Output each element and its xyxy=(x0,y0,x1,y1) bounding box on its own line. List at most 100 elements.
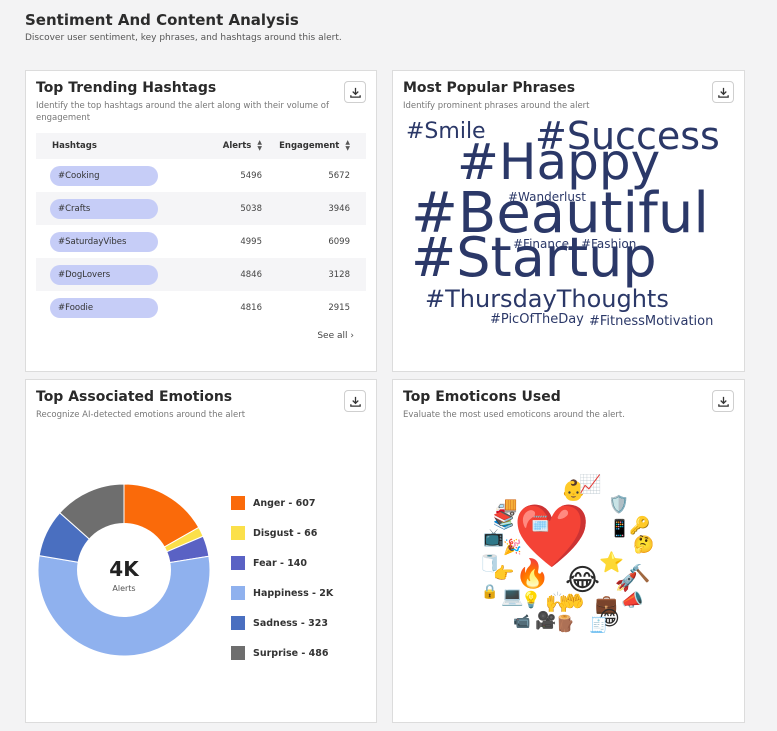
emoticon-icon: 💡 xyxy=(521,590,541,609)
hashtag-pill[interactable]: #Foodie xyxy=(50,297,158,318)
legend-label: Disgust - 66 xyxy=(253,527,318,539)
phrases-card: Most Popular Phrases Identify prominent … xyxy=(392,70,745,372)
emoticons-card-title: Top Emoticons Used xyxy=(403,389,561,405)
alerts-value: 5496 xyxy=(240,170,262,181)
legend-item: Surprise - 486 xyxy=(231,638,333,668)
legend-swatch xyxy=(231,496,245,510)
phrases-card-subtitle: Identify prominent phrases around the al… xyxy=(403,101,590,111)
legend-swatch xyxy=(231,586,245,600)
emoticons-card-subtitle: Evaluate the most used emoticons around … xyxy=(403,410,625,420)
legend-swatch xyxy=(231,526,245,540)
word-cloud-word: #FitnessMotivation xyxy=(589,314,714,329)
table-row: #DogLovers 4846 3128 xyxy=(36,258,366,291)
emoticon-icon: 🔒 xyxy=(481,584,499,600)
word-cloud-word: #PicOfTheDay xyxy=(490,312,584,327)
table-row: #Cooking 5496 5672 xyxy=(36,159,366,192)
hashtags-card-title: Top Trending Hashtags xyxy=(36,80,217,96)
col-alerts-label: Alerts xyxy=(222,141,252,151)
col-engagement[interactable]: Engagement ▲ ▼ xyxy=(266,140,366,152)
download-button[interactable] xyxy=(712,390,734,412)
hashtags-table: Hashtags Alerts ▲ ▼ Engagement ▲ ▼ #Cooking … xyxy=(36,133,366,324)
hashtag-pill[interactable]: #Crafts xyxy=(50,198,158,219)
emoticon-icon: 😁 xyxy=(599,606,620,630)
emoticon-icon: 🧻 xyxy=(479,554,501,574)
page-subtitle: Discover user sentiment, key phrases, an… xyxy=(25,33,342,43)
emoticon-icon: 🔨 xyxy=(629,564,651,584)
download-icon xyxy=(717,396,729,407)
emoticons-card: Top Emoticons Used Evaluate the most use… xyxy=(392,379,745,723)
legend-item: Fear - 140 xyxy=(231,548,333,578)
emotions-card: Top Associated Emotions Recognize AI-det… xyxy=(25,379,377,723)
word-cloud-word: #Smile xyxy=(406,119,486,144)
legend-label: Sadness - 323 xyxy=(253,617,328,629)
table-header: Hashtags Alerts ▲ ▼ Engagement ▲ ▼ xyxy=(36,133,366,159)
emoticon-icon: 🙌 xyxy=(545,590,570,614)
alerts-value: 4816 xyxy=(240,302,262,313)
emoticon-icon: 📚 xyxy=(493,511,515,531)
alerts-value: 5038 xyxy=(240,203,262,214)
download-button[interactable] xyxy=(712,81,734,103)
legend-item: Anger - 607 xyxy=(231,488,333,518)
emoticon-icon: 📹 xyxy=(513,614,531,630)
engagement-value: 6099 xyxy=(328,236,350,247)
engagement-value: 3946 xyxy=(328,203,350,214)
emoticon-icon: 🔑 xyxy=(629,516,651,536)
sort-icon: ▲ ▼ xyxy=(257,139,262,152)
emotions-card-subtitle: Recognize AI-detected emotions around th… xyxy=(36,410,246,420)
page-title: Sentiment And Content Analysis xyxy=(25,11,299,29)
word-cloud-word: #Fashion xyxy=(581,237,637,251)
download-icon xyxy=(717,87,729,98)
download-icon xyxy=(349,87,361,98)
legend-label: Anger - 607 xyxy=(253,497,316,509)
emotions-legend: Anger - 607 Disgust - 66 Fear - 140 Happ… xyxy=(231,488,333,668)
hashtags-card: Top Trending Hashtags Identify the top h… xyxy=(25,70,377,372)
emoticon-icon: ❤️ xyxy=(513,499,591,572)
legend-item: Happiness - 2K xyxy=(231,578,333,608)
col-alerts[interactable]: Alerts ▲ ▼ xyxy=(186,140,266,152)
hashtag-pill[interactable]: #Cooking xyxy=(50,165,158,186)
col-engagement-label: Engagement xyxy=(279,141,340,151)
emoticon-icon: 🪵 xyxy=(555,614,575,633)
engagement-value: 2915 xyxy=(328,302,350,313)
hashtag-pill[interactable]: #DogLovers xyxy=(50,264,158,285)
donut-center-label: Alerts xyxy=(112,584,135,593)
word-cloud-word: #Happy xyxy=(457,133,661,191)
download-button[interactable] xyxy=(344,81,366,103)
see-all-label: See all xyxy=(317,331,348,341)
col-hashtags: Hashtags xyxy=(52,141,97,151)
phrases-card-title: Most Popular Phrases xyxy=(403,80,576,96)
emoticon-icon: 👉 xyxy=(493,564,515,584)
sort-icon: ▲ ▼ xyxy=(345,139,350,152)
emoticon-icon: 🎥 xyxy=(535,611,557,631)
see-all-link[interactable]: See all › xyxy=(317,331,354,341)
word-cloud-word: #ThursdayThoughts xyxy=(425,285,669,313)
download-button[interactable] xyxy=(344,390,366,412)
word-cloud-word: #Startup xyxy=(411,226,657,289)
emoticon-icon: 📣 xyxy=(621,590,644,611)
emotions-card-title: Top Associated Emotions xyxy=(36,389,233,405)
emoticon-icon: 🗓️ xyxy=(531,515,550,533)
legend-swatch xyxy=(231,556,245,570)
word-cloud-word: #Beautiful xyxy=(411,181,709,246)
download-icon xyxy=(349,396,361,407)
emoticon-icon: 🛡️ xyxy=(608,495,630,515)
emoticon-icon: 🚚 xyxy=(495,496,518,517)
emoticon-icon: 🎉 xyxy=(503,538,522,556)
emoticon-icon: 💻 xyxy=(501,586,524,607)
legend-item: Disgust - 66 xyxy=(231,518,333,548)
legend-swatch xyxy=(231,646,245,660)
emotions-donut-chart: 4K Alerts xyxy=(38,484,210,656)
table-row: #Crafts 5038 3946 xyxy=(36,192,366,225)
emoticon-icon: 📺 xyxy=(483,528,505,548)
chevron-right-icon: › xyxy=(350,331,354,341)
emoticon-icon: 💼 xyxy=(595,594,618,615)
word-cloud-word: #Success xyxy=(535,114,720,158)
hashtag-pill[interactable]: #SaturdayVibes xyxy=(50,231,158,252)
donut-center-value: 4K xyxy=(109,557,140,581)
legend-item: Sadness - 323 xyxy=(231,608,333,638)
emoticon-icon: ⭐ xyxy=(599,550,624,574)
emoticon-icon: 😂 xyxy=(565,563,601,598)
emoticon-icon: 🤔 xyxy=(633,535,655,555)
emoticon-icon: 📈 xyxy=(579,474,602,495)
alerts-value: 4995 xyxy=(240,236,262,247)
